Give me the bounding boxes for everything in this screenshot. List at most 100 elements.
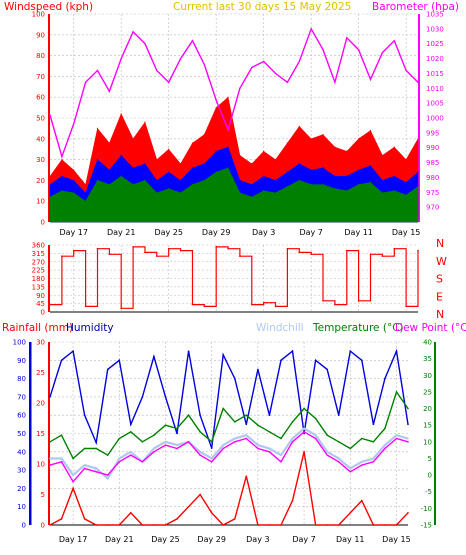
rainfall-point — [291, 499, 294, 502]
humidity-point — [361, 359, 363, 362]
direction-point — [357, 300, 360, 302]
wind-point — [298, 125, 300, 127]
barometer-axis — [418, 14, 420, 222]
rainfall-point — [95, 524, 97, 526]
humidity-tick-label: 70 — [17, 393, 26, 401]
humidity-axis — [29, 342, 32, 525]
wind-point — [96, 159, 99, 161]
wind-point — [73, 169, 75, 171]
humidity-tick-label: 60 — [17, 412, 26, 420]
barometer-point — [215, 99, 217, 101]
temperature-point — [106, 454, 109, 456]
barometer-tick-label: 980 — [426, 174, 439, 182]
temperature-point — [210, 441, 213, 443]
direction-point — [167, 247, 170, 250]
barometer-point — [346, 37, 348, 39]
barometer-tick-label: 1000 — [426, 115, 444, 123]
humidity-line — [49, 348, 409, 449]
humidity-tick-label: 30 — [17, 467, 26, 475]
direction-point — [393, 247, 396, 250]
wind-point — [96, 179, 99, 181]
windchill-point — [268, 447, 271, 450]
dew-point-point — [164, 444, 167, 446]
windchill-point — [49, 457, 51, 460]
dew-point-point — [83, 467, 86, 470]
wind-point — [49, 183, 51, 186]
direction-point — [72, 249, 75, 252]
dew-point-point — [257, 447, 259, 450]
day-label: Day 11 — [336, 535, 365, 544]
rainfall-point — [164, 524, 167, 526]
barometer-point — [156, 69, 158, 72]
barometer-point — [120, 57, 122, 60]
direction-point — [203, 305, 206, 308]
day-label: Day 15 — [382, 535, 411, 544]
temperature-axis — [434, 342, 436, 525]
barometer-point — [357, 48, 360, 51]
humidity-point — [164, 396, 167, 398]
temperature-tick-label: 35 — [423, 355, 432, 363]
temperature-point — [187, 414, 190, 417]
wind-point — [358, 138, 360, 140]
temperature-line — [49, 390, 409, 460]
humidity-tick-label: 10 — [17, 503, 26, 511]
temperature-point — [361, 437, 363, 440]
barometer-tick-label: 985 — [426, 159, 439, 167]
barometer-tick-label: 975 — [426, 189, 439, 197]
rainfall-point — [49, 524, 51, 526]
wind-point — [120, 113, 122, 115]
wind-point — [381, 192, 383, 194]
temperature-tick-label: 30 — [423, 372, 432, 380]
day-label: Day 25 — [151, 535, 180, 544]
wind-point — [381, 179, 383, 181]
barometer-point — [108, 90, 111, 92]
wind-point — [239, 154, 241, 157]
barometer-point — [286, 81, 289, 84]
windspeed-tick-label: 60 — [36, 94, 45, 102]
direction-tick-label: 270 — [32, 258, 45, 266]
temperature-point — [407, 407, 409, 410]
direction-point — [49, 303, 51, 306]
wind-point — [393, 146, 395, 148]
wind-point — [203, 134, 205, 136]
temperature-point — [222, 407, 225, 410]
temperature-point — [49, 441, 51, 443]
direction-point — [334, 303, 336, 306]
temperature-point — [257, 424, 259, 426]
barometer-tick-label: 1020 — [426, 55, 444, 63]
rainfall-axis — [48, 342, 50, 525]
humidity-point — [407, 423, 409, 426]
barometer-tick-label: 1015 — [426, 70, 444, 78]
barometer-axis-title: Barometer (hpa) — [372, 1, 459, 13]
dew-point-point — [233, 441, 236, 443]
dew-point-point — [314, 437, 317, 440]
direction-point — [96, 247, 99, 250]
temperature-tick-label: 0 — [428, 472, 432, 480]
wind-point — [310, 138, 312, 140]
temperature-point — [60, 434, 63, 436]
temperature-tick-label: -15 — [421, 522, 432, 530]
wind-point — [298, 163, 300, 165]
wind-point — [61, 190, 63, 192]
day-label: Day 15 — [392, 228, 421, 237]
rainfall-point — [72, 487, 74, 490]
dew-point-point — [361, 464, 363, 466]
windchill-point — [395, 434, 398, 436]
temperature-point — [303, 407, 305, 410]
direction-point — [322, 300, 324, 302]
wind-point — [322, 134, 324, 136]
windchill-point — [280, 454, 282, 456]
wind-point — [156, 179, 158, 181]
barometer-point — [393, 40, 395, 42]
direction-point — [61, 255, 63, 257]
rainfall-point — [210, 512, 213, 514]
humidity-point — [141, 396, 144, 398]
barometer-point — [381, 51, 384, 54]
humidity-point — [210, 447, 213, 449]
rainfall-point — [372, 524, 375, 526]
temperature-point — [291, 421, 294, 423]
wind-point — [132, 183, 134, 186]
wind-point — [417, 138, 419, 140]
dew-point-point — [303, 431, 305, 433]
